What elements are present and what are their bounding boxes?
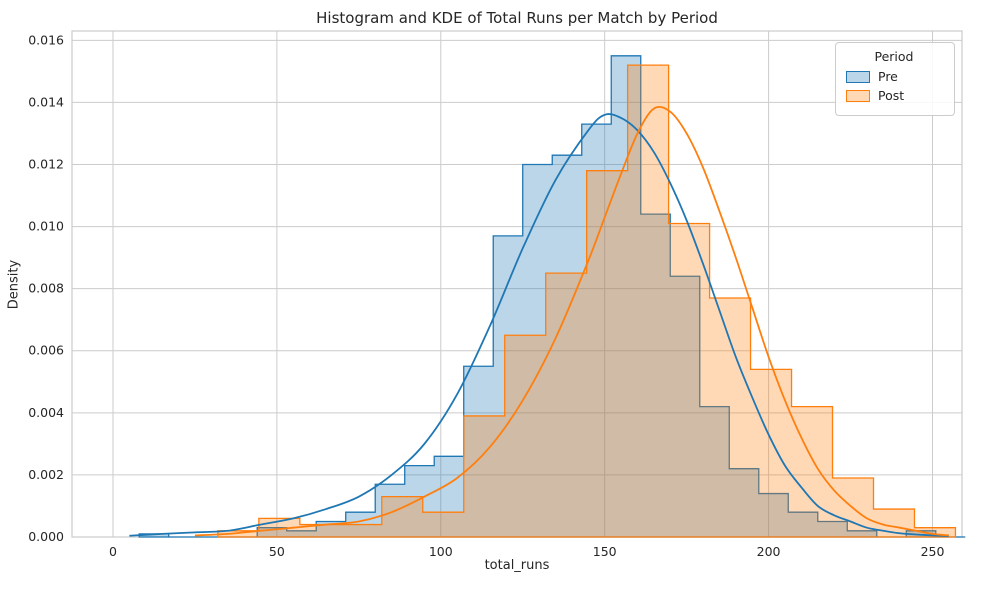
y-tick-label: 0.000	[28, 529, 64, 544]
x-tick-label: 150	[593, 544, 617, 559]
legend-entry-post: Post	[846, 88, 942, 103]
y-tick-label: 0.012	[28, 156, 64, 171]
x-tick-label: 50	[269, 544, 285, 559]
legend-swatch-post	[846, 89, 870, 102]
legend: Period Pre Post	[835, 42, 955, 116]
y-tick-label: 0.002	[28, 467, 64, 482]
y-tick-label: 0.008	[28, 281, 64, 296]
kde-line-pre	[129, 113, 949, 537]
y-axis-label: Density	[6, 259, 22, 310]
x-tick-label: 100	[429, 544, 453, 559]
x-tick-label: 250	[921, 544, 945, 559]
y-tick-label: 0.010	[28, 219, 64, 234]
y-tick-label: 0.004	[28, 405, 64, 420]
legend-entry-pre: Pre	[846, 69, 942, 84]
chart-title: Histogram and KDE of Total Runs per Matc…	[316, 9, 718, 27]
x-axis-label: total_runs	[484, 558, 550, 573]
legend-label-post: Post	[878, 88, 905, 103]
x-tick-label: 0	[109, 544, 117, 559]
histogram-post	[217, 64, 957, 538]
legend-swatch-pre	[846, 70, 870, 83]
kde-line-post	[194, 106, 949, 537]
x-tick-label: 200	[757, 544, 781, 559]
legend-label-pre: Pre	[878, 69, 898, 84]
histogram-pre	[138, 55, 966, 538]
y-tick-label: 0.014	[28, 94, 64, 109]
y-tick-label: 0.016	[28, 32, 64, 47]
legend-title: Period	[874, 49, 914, 64]
y-tick-label: 0.006	[28, 343, 64, 358]
